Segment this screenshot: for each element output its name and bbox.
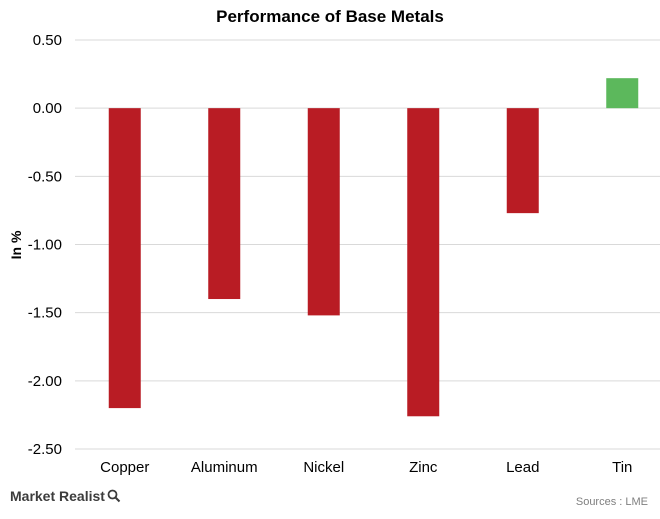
brand-name: Market Realist (10, 488, 105, 504)
x-tick-label: Zinc (409, 459, 438, 476)
bar-aluminum (208, 108, 241, 300)
x-tick-label: Copper (100, 459, 149, 476)
y-tick-label: 0.00 (33, 100, 62, 117)
x-axis-ticks: Copper Aluminum Nickel Zinc Lead Tin (100, 459, 632, 476)
bars (108, 78, 639, 417)
y-tick-label: -2.00 (28, 373, 62, 390)
magnifier-icon (107, 489, 121, 503)
x-tick-label: Lead (506, 459, 539, 476)
y-tick-label: -1.00 (28, 237, 62, 254)
x-tick-label: Aluminum (191, 459, 258, 476)
y-tick-label: 0.50 (33, 32, 62, 49)
bar-copper (108, 108, 141, 409)
x-tick-label: Tin (612, 459, 632, 476)
source-note: Sources : LME (575, 496, 648, 508)
chart-title: Performance of Base Metals (216, 7, 444, 26)
y-tick-label: -1.50 (28, 305, 62, 322)
bar-tin (606, 78, 639, 109)
gridlines (75, 39, 660, 450)
bar-lead (506, 108, 539, 214)
y-tick-label: -2.50 (28, 441, 62, 458)
y-axis-label: In % (8, 230, 24, 259)
bar-zinc (407, 108, 440, 417)
brand-logo: Market Realist (10, 488, 121, 504)
x-tick-label: Nickel (303, 459, 344, 476)
bar-nickel (307, 108, 340, 316)
y-axis-ticks: 0.50 0.00 -0.50 -1.00 -1.50 -2.00 -2.50 (28, 32, 62, 458)
y-tick-label: -0.50 (28, 168, 62, 185)
